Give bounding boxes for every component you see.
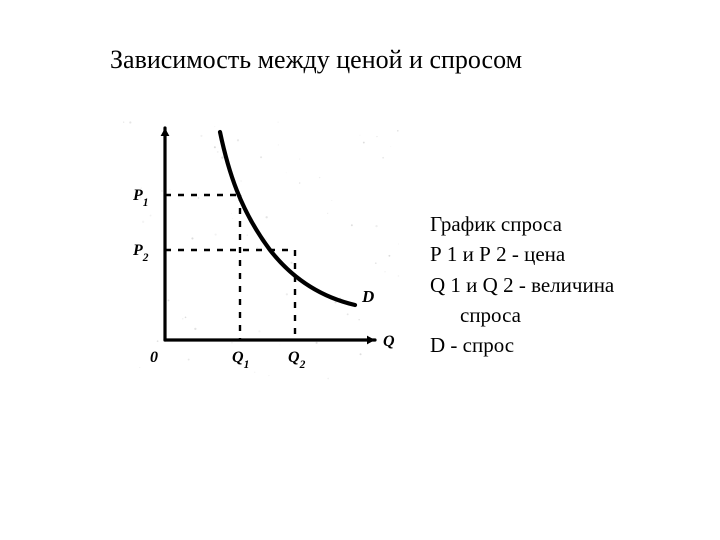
- page-root: Зависимость между ценой и спросом P1 P2 Q1…: [0, 0, 720, 540]
- legend-line-1: Р 1 и Р 2 - цена: [430, 240, 614, 268]
- axis-label-P1: P1: [132, 187, 149, 209]
- axis-label-D: D: [361, 287, 374, 306]
- demand-chart-svg: P1 P2 Q1 Q2 0 Q D: [110, 110, 410, 390]
- page-title: Зависимость между ценой и спросом: [110, 45, 522, 75]
- legend-line-2: Q 1 и Q 2 - величина: [430, 271, 614, 299]
- axis-label-P2: P2: [132, 242, 149, 264]
- axis-label-Q1: Q1: [232, 349, 249, 371]
- axis-label-Q: Q: [383, 333, 395, 350]
- demand-chart: P1 P2 Q1 Q2 0 Q D: [110, 110, 410, 395]
- legend-line-4: D - спрос: [430, 331, 614, 359]
- axis-label-Q2: Q2: [288, 349, 306, 371]
- chart-legend: График спроса Р 1 и Р 2 - цена Q 1 и Q 2…: [430, 210, 614, 362]
- legend-line-0: График спроса: [430, 210, 614, 238]
- axis-label-O: 0: [150, 349, 158, 366]
- legend-line-3: спроса: [430, 301, 614, 329]
